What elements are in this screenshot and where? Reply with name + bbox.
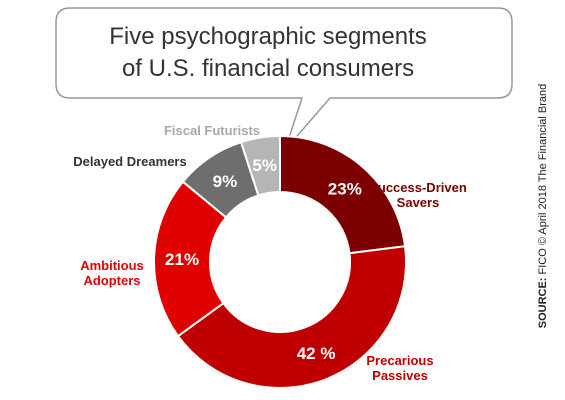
category-label-precarious-passives: Precarious Passives (366, 353, 433, 383)
slice-precarious-passives (176, 245, 407, 389)
category-label-fiscal-futurists: Fiscal Futurists (164, 123, 260, 138)
category-label-line: Passives (372, 368, 428, 383)
category-label-line: Success-Driven (369, 180, 467, 195)
chart-title-line-2: of U.S. financial consumers (121, 55, 415, 82)
category-label-line: Fiscal Futurists (164, 123, 260, 138)
category-label-line: Delayed Dreamers (73, 154, 186, 169)
slice-fiscal-futurists (239, 134, 281, 197)
value-label-delayed-dreamers: 9% (213, 172, 238, 191)
category-label-line: Savers (397, 195, 440, 210)
category-label-delayed-dreamers: Delayed Dreamers (73, 154, 186, 169)
value-label-success-driven-savers: 23% (328, 179, 362, 198)
source-label: SOURCE: (537, 277, 549, 329)
callout-bubble-shape (55, 7, 513, 151)
category-label-line: Ambitious (80, 258, 144, 273)
category-label-line: Precarious (366, 353, 433, 368)
chart-title-line-1: Five psychographic segments (109, 23, 427, 50)
source-credit: SOURCE: FICO © April 2018 The Financial … (537, 56, 549, 356)
value-label-ambitious-adopters: 21% (165, 250, 199, 269)
category-label-ambitious-adopters: Ambitious Adopters (80, 258, 144, 288)
value-label-precarious-passives: 42 % (297, 344, 336, 363)
value-label-fiscal-futurists: 5% (252, 156, 277, 175)
callout-bubble (55, 7, 513, 151)
slice-success-driven-savers (279, 134, 407, 255)
category-label-line: Adopters (83, 273, 140, 288)
source-text: FICO © April 2018 The Financial Brand (537, 83, 549, 275)
category-label-success-driven-savers: Success-Driven Savers (369, 180, 467, 210)
